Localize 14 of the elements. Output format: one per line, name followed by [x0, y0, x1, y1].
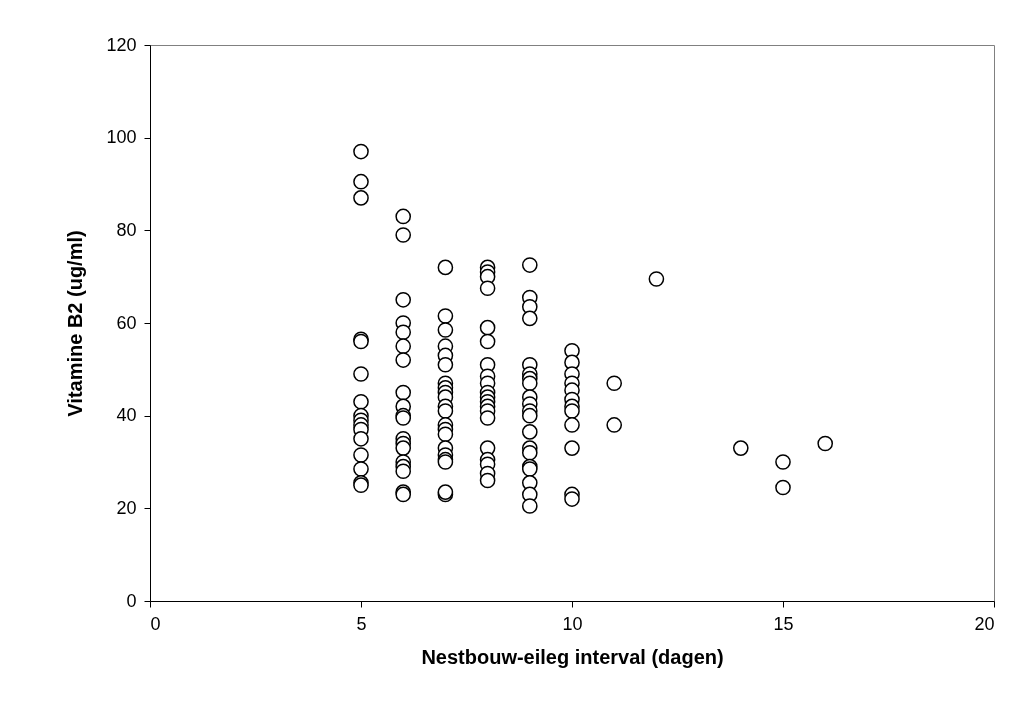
- y-tick-label: 60: [116, 312, 137, 333]
- x-axis-title: Nestbouw-eileg interval (dagen): [421, 645, 724, 668]
- x-tick-label: 0: [150, 613, 161, 634]
- y-tick-label: 120: [106, 34, 137, 55]
- x-tick-label: 10: [562, 613, 583, 634]
- y-tick-label: 20: [116, 497, 137, 518]
- x-tick-label: 5: [356, 613, 367, 634]
- x-tick-label: 15: [773, 613, 794, 634]
- y-tick-label: 80: [116, 219, 137, 240]
- x-tick-label: 20: [974, 613, 995, 634]
- y-tick-label: 100: [106, 127, 137, 148]
- y-tick-label: 0: [126, 590, 137, 611]
- y-axis-title: Vitamine B2 (ug/ml): [64, 230, 87, 417]
- y-tick-label: 40: [116, 405, 137, 426]
